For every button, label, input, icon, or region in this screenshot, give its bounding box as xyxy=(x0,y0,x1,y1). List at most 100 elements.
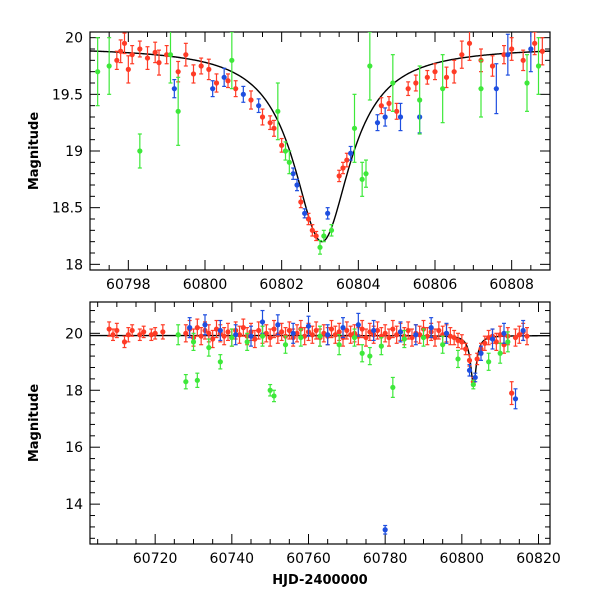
point-marker xyxy=(340,325,346,331)
data-point xyxy=(440,54,446,124)
point-marker xyxy=(539,48,545,54)
data-point xyxy=(394,102,400,120)
point-marker xyxy=(286,159,292,165)
point-marker xyxy=(286,327,292,334)
point-marker xyxy=(190,71,197,77)
data-point xyxy=(156,49,162,76)
point-marker xyxy=(367,63,373,69)
point-marker xyxy=(512,396,519,402)
point-marker xyxy=(236,332,243,338)
data-point xyxy=(443,322,450,344)
data-point xyxy=(271,319,277,339)
point-marker xyxy=(486,359,492,365)
data-point xyxy=(233,324,239,346)
data-point xyxy=(501,322,507,344)
x-axis-label: HJD-2400000 xyxy=(272,573,367,588)
point-marker xyxy=(198,333,204,339)
data-point xyxy=(152,327,158,340)
point-marker xyxy=(194,325,200,331)
point-marker xyxy=(344,327,350,334)
data-point xyxy=(129,44,135,65)
data-point xyxy=(501,44,507,65)
point-marker xyxy=(305,323,312,329)
point-marker xyxy=(382,114,388,120)
data-point xyxy=(340,161,346,175)
data-point xyxy=(137,328,143,342)
data-point xyxy=(106,37,112,95)
data-point xyxy=(344,321,350,340)
point-marker xyxy=(512,334,519,341)
point-marker xyxy=(187,325,193,331)
x-tick-label: 60780 xyxy=(363,551,408,567)
point-marker xyxy=(493,86,499,92)
data-point xyxy=(321,324,327,343)
point-marker xyxy=(252,336,258,342)
point-marker xyxy=(340,165,346,171)
x-tick-label: 60760 xyxy=(286,551,331,567)
data-point xyxy=(175,324,181,346)
data-point xyxy=(382,524,388,535)
series-red xyxy=(106,318,530,406)
point-marker xyxy=(328,326,335,332)
data-point xyxy=(206,338,212,357)
point-marker xyxy=(321,233,327,239)
y-tick-label: 14 xyxy=(65,497,83,513)
data-point xyxy=(374,114,381,132)
data-point xyxy=(210,329,216,349)
point-marker xyxy=(121,40,128,46)
data-point xyxy=(455,349,461,369)
data-point xyxy=(290,167,296,180)
data-point xyxy=(359,161,365,197)
data-point xyxy=(305,212,312,226)
point-marker xyxy=(194,377,200,383)
data-point xyxy=(317,325,323,347)
point-marker xyxy=(244,339,250,345)
data-point xyxy=(401,329,407,349)
point-marker xyxy=(210,336,216,342)
point-marker xyxy=(424,74,430,80)
data-point xyxy=(328,224,335,237)
data-point xyxy=(390,376,396,398)
data-point xyxy=(428,317,434,339)
point-marker xyxy=(175,69,181,75)
point-marker xyxy=(489,63,496,69)
data-point xyxy=(252,329,258,349)
y-tick-label: 20 xyxy=(65,326,83,342)
data-point xyxy=(298,195,304,209)
point-marker xyxy=(129,52,135,58)
data-point xyxy=(417,325,423,344)
data-point xyxy=(313,230,319,242)
data-point xyxy=(213,73,220,93)
point-marker xyxy=(443,330,450,336)
data-point xyxy=(256,98,262,114)
data-layer xyxy=(90,309,550,535)
data-point xyxy=(470,379,476,390)
data-point xyxy=(363,328,369,347)
data-point xyxy=(509,381,515,406)
point-marker xyxy=(256,327,262,334)
point-marker xyxy=(294,182,300,188)
data-point xyxy=(363,159,369,188)
y-axis-label: Magnitude xyxy=(27,112,42,191)
point-marker xyxy=(344,157,350,163)
data-point xyxy=(286,150,292,175)
data-point xyxy=(524,327,530,346)
data-point xyxy=(478,59,484,118)
point-marker xyxy=(524,333,530,339)
data-point xyxy=(221,327,227,346)
x-tick-label: 60740 xyxy=(210,551,255,567)
data-point xyxy=(325,324,331,346)
data-point xyxy=(187,317,193,339)
point-marker xyxy=(440,86,446,92)
data-point xyxy=(183,42,189,67)
data-point xyxy=(489,328,496,350)
series-red xyxy=(114,32,545,242)
point-marker xyxy=(267,334,273,341)
x-tick-label: 60802 xyxy=(259,277,304,293)
data-point xyxy=(175,76,181,146)
data-point xyxy=(378,336,384,356)
data-point xyxy=(520,319,526,342)
point-marker xyxy=(532,40,538,46)
point-marker xyxy=(275,108,281,114)
point-marker xyxy=(256,103,262,109)
